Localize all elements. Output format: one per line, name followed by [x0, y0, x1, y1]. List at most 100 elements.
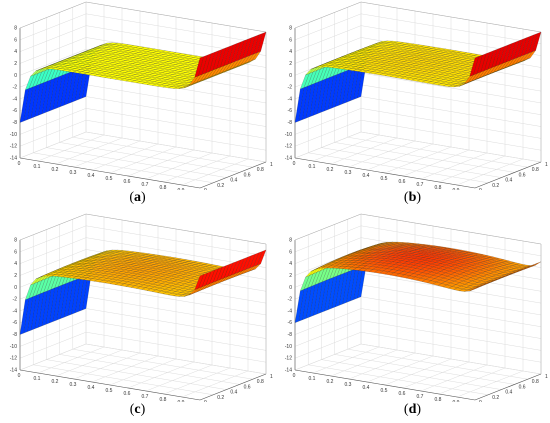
x-tick-label: 0.7: [417, 394, 424, 400]
box-edge: [19, 213, 87, 241]
z-tick-label: 4: [14, 49, 17, 55]
surface-mesh: [294, 241, 542, 323]
z-tick-label: -10: [10, 132, 17, 138]
z-tick-label: 2: [14, 273, 17, 279]
grid-line: [294, 343, 362, 371]
z-tick-label: 0: [289, 73, 292, 79]
x-tick-label: 0.3: [345, 382, 352, 388]
x-tick-label: 0.3: [345, 170, 352, 176]
grid-line: [438, 155, 506, 183]
y-axis-line: [474, 373, 542, 401]
z-tick-label: -12: [285, 356, 292, 362]
z-tick-label: -4: [288, 96, 293, 102]
x-tick-label: 0.4: [363, 173, 370, 179]
z-tick-label: -6: [288, 108, 293, 114]
grid-line: [330, 349, 398, 377]
y-tick-label: 1: [270, 162, 273, 168]
x-tick-label: 0.2: [327, 379, 334, 385]
z-tick-label: 8: [289, 238, 292, 244]
panel-d: 8 6 4 2 0 -2 -4 -6 -8 -10 -12 -14 0 0.1 0.2 0.3 0.4 0.5 0.…: [275, 212, 550, 423]
x-tick-label: 0.1: [309, 376, 316, 382]
z-tick-label: 6: [289, 249, 292, 255]
x-tick-label: 0.5: [106, 176, 113, 182]
grid-line: [294, 1, 542, 33]
grid-line: [294, 13, 542, 45]
grid-line: [163, 367, 231, 395]
surface-cell: [194, 274, 204, 290]
surface-cell: [469, 286, 479, 292]
z-tick-label: 8: [14, 26, 17, 32]
z-tick-label: -14: [10, 368, 17, 374]
surface-mesh: [19, 31, 267, 123]
z-tick-label: 6: [14, 249, 17, 255]
grid-line: [127, 361, 195, 389]
grid-line: [127, 149, 195, 177]
box-edge: [85, 213, 267, 245]
z-tick-label: -12: [10, 144, 17, 150]
grid-line: [294, 320, 542, 351]
y-tick-label: 0.6: [244, 384, 251, 390]
grid-line: [456, 158, 524, 186]
grid-line: [19, 343, 267, 375]
grid-line: [109, 358, 177, 386]
z-tick-label: 4: [289, 261, 292, 267]
x-tick-label: 0.9: [178, 188, 185, 190]
z-tick-label: -10: [10, 344, 17, 350]
x-tick-label: 0.6: [124, 179, 131, 185]
z-tick-label: 6: [289, 37, 292, 43]
z-tick-label: -6: [288, 320, 293, 326]
grid-line: [19, 225, 267, 257]
z-tick-label: 0: [14, 285, 17, 291]
grid-line: [19, 213, 267, 245]
grid-line: [181, 370, 249, 398]
grid-line: [294, 108, 542, 139]
z-tick-label: 2: [14, 61, 17, 67]
y-tick-label: 0.8: [257, 379, 264, 385]
panel-b: 8 6 4 2 0 -2 -4 -6 -8 -10 -12 -14 0 0.1 0.2 0.3 0.4 0.5 0.…: [275, 0, 550, 211]
y-tick-label: 0.4: [505, 390, 512, 396]
z-tick-label: 0: [14, 73, 17, 79]
grid-line: [366, 143, 434, 171]
y-axis-line: [199, 161, 267, 189]
caption-b: (b): [403, 190, 422, 205]
x-tick-label: 0.6: [399, 391, 406, 397]
grid-line: [294, 131, 542, 163]
box-edge: [294, 213, 362, 241]
y-tick-label: 0: [204, 400, 207, 402]
surface-cell: [194, 56, 204, 78]
z-tick-label: -8: [13, 120, 18, 126]
x-axis-line: [19, 369, 201, 401]
grid-line: [294, 213, 542, 245]
z-tick-label: 4: [289, 49, 292, 55]
grid-line: [420, 152, 488, 180]
x-tick-label: 0.1: [309, 164, 316, 170]
surface-cell: [469, 56, 479, 77]
y-tick-label: 0.2: [492, 395, 499, 401]
y-tick-label: 0.4: [230, 178, 237, 184]
grid-line: [19, 131, 87, 159]
y-axis-line: [474, 161, 542, 189]
box-edge: [360, 213, 542, 245]
grid-line: [55, 137, 123, 165]
grid-line: [294, 119, 542, 151]
y-tick-label: 1: [270, 374, 273, 380]
z-tick-label: -10: [285, 344, 292, 350]
grid-line: [312, 134, 380, 162]
x-tick-label: 0.8: [435, 397, 442, 402]
x-axis-line: [294, 369, 476, 401]
grid-line: [73, 140, 141, 168]
grid-line: [91, 355, 159, 383]
grid-line: [19, 13, 267, 45]
grid-line: [19, 1, 267, 33]
z-tick-label: -8: [288, 332, 293, 338]
x-tick-label: 0.9: [453, 188, 460, 190]
z-tick-label: -14: [285, 368, 292, 374]
x-tick-label: 0.6: [124, 391, 131, 397]
surface-mesh: [19, 249, 267, 335]
caption-a: (a): [129, 190, 146, 205]
x-axis-line: [19, 157, 201, 189]
z-tick-label: 2: [289, 273, 292, 279]
